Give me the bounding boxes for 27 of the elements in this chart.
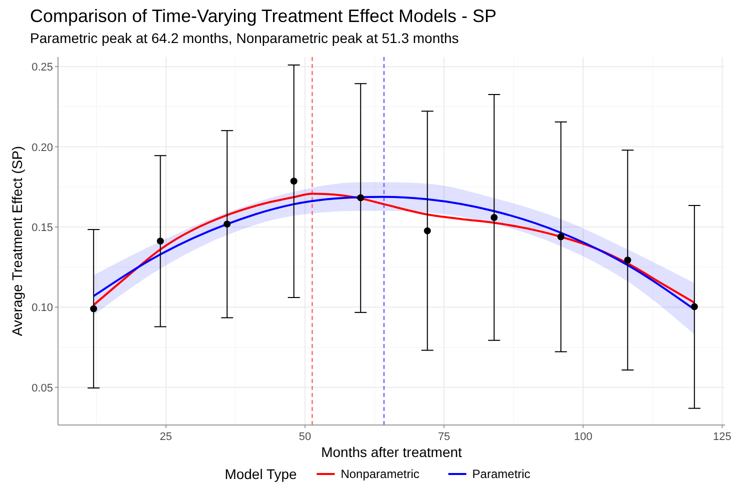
chart-title: Comparison of Time-Varying Treatment Effect Models - SP: [30, 6, 497, 26]
y-tick-label: 0.20: [32, 142, 53, 154]
point: [624, 256, 632, 264]
point: [224, 220, 231, 228]
x-tick-label: 25: [160, 431, 172, 443]
legend-title: Model Type: [224, 466, 298, 482]
point: [424, 227, 431, 234]
x-tick-label: 125: [713, 431, 732, 443]
point: [490, 214, 498, 222]
legend-label: Nonparametric: [340, 467, 420, 481]
x-tick-label: 75: [438, 431, 450, 443]
point: [156, 238, 164, 245]
legend-label: Parametric: [472, 467, 530, 481]
x-axis-title: Months after treatment: [321, 444, 462, 460]
point: [90, 305, 98, 312]
y-tick-label: 0.05: [32, 382, 53, 394]
point: [290, 178, 298, 185]
y-tick-label: 0.15: [32, 222, 53, 234]
point: [357, 194, 364, 202]
point: [690, 303, 698, 310]
x-tick-label: 100: [574, 431, 592, 443]
y-tick-label: 0.10: [32, 302, 53, 314]
y-axis-title: Average Treatment Effect (SP): [9, 146, 25, 336]
y-tick-label: 0.25: [32, 62, 53, 74]
x-tick-label: 50: [298, 431, 312, 443]
chart-subtitle: Parametric peak at 64.2 months, Nonparametric peak at 51.3 months: [30, 30, 459, 46]
point: [557, 233, 564, 240]
